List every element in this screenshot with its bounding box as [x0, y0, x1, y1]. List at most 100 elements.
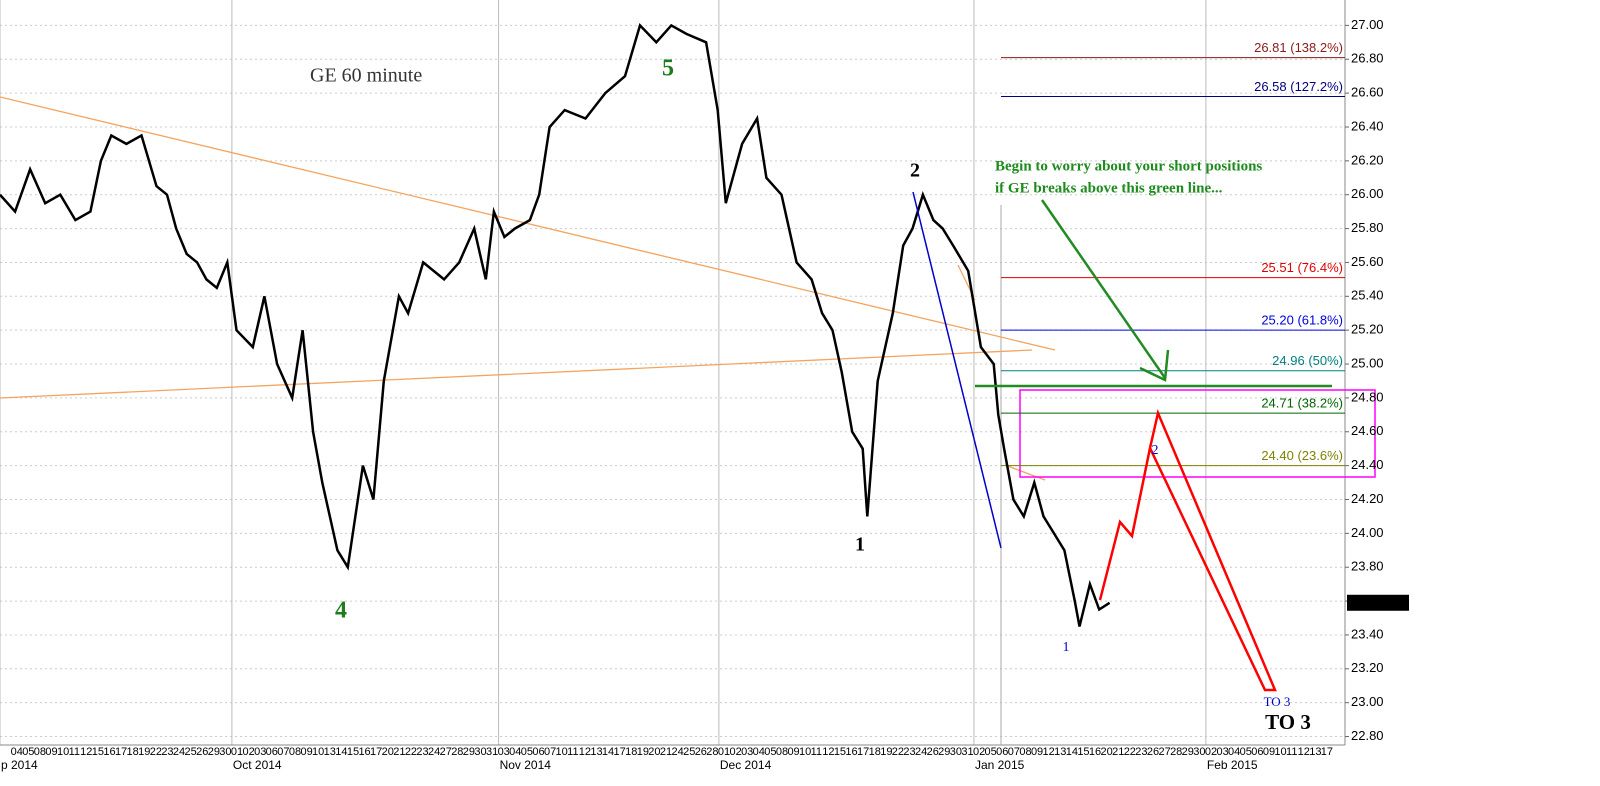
y-tick-label: 26.80 [1351, 51, 1384, 66]
chart-title: GE 60 minute [310, 65, 422, 87]
fib-label: 24.96 (50%) [1272, 353, 1343, 368]
day-label: 08 [34, 746, 46, 758]
projection [1098, 408, 1277, 692]
day-label: 05 [764, 746, 776, 758]
day-label: 11 [567, 746, 578, 758]
day-label: 26 [927, 746, 939, 758]
day-label: 20 [648, 746, 660, 758]
day-label: 12 [822, 746, 834, 758]
fib-label: 26.58 (127.2%) [1254, 79, 1343, 94]
day-label: 03 [498, 746, 510, 758]
day-label: 04 [753, 746, 765, 758]
day-label: 02 [1205, 746, 1217, 758]
day-label: 17 [857, 746, 869, 758]
day-label: 15 [1077, 746, 1089, 758]
day-label: 23 [161, 746, 173, 758]
note: Begin to worry about your short position… [995, 158, 1262, 174]
y-tick-label: 27.00 [1351, 17, 1384, 32]
target-zone [1019, 389, 1376, 478]
day-label: 03 [741, 746, 753, 758]
day-label: 24 [672, 746, 684, 758]
day-label: 04 [509, 746, 521, 758]
day-label: 08 [776, 746, 788, 758]
day-label: 30 [950, 746, 962, 758]
y-tick-label: 26.60 [1351, 85, 1384, 100]
trend-line [0, 96, 1056, 351]
day-label: 13 [590, 746, 602, 758]
y-tick-label: 26.40 [1351, 118, 1384, 133]
day-label: 29 [463, 746, 475, 758]
day-label: 18 [625, 746, 637, 758]
day-label: 02 [973, 746, 985, 758]
day-label: 26 [196, 746, 208, 758]
day-label: 09 [787, 746, 799, 758]
day-label: 14 [335, 746, 347, 758]
day-label: 05 [985, 746, 997, 758]
y-tick-label: 23.20 [1351, 660, 1384, 675]
y-tick-label: 24.00 [1351, 525, 1384, 540]
arrow [1040, 199, 1167, 379]
day-label: 16 [845, 746, 857, 758]
day-label: 27 [440, 746, 452, 758]
fib-label: 24.40 (23.6%) [1261, 448, 1343, 463]
day-label: 04 [1228, 746, 1240, 758]
day-label: 28 [1170, 746, 1182, 758]
day-label: 31 [486, 746, 498, 758]
day-label: 27 [1158, 746, 1170, 758]
day-label: 23 [903, 746, 915, 758]
day-label: 25 [683, 746, 695, 758]
day-label: 26 [1147, 746, 1159, 758]
price-line [0, 22, 1111, 627]
last-price-label: 23.59 [1351, 594, 1384, 609]
day-label: 10 [57, 746, 69, 758]
y-tick-label: 24.40 [1351, 457, 1384, 472]
wave-label: 4 [335, 598, 347, 624]
day-label: 02 [242, 746, 254, 758]
day-label: 16 [358, 746, 370, 758]
day-label: 14 [1066, 746, 1078, 758]
day-label: 13 [324, 746, 336, 758]
day-label: 08 [1019, 746, 1031, 758]
grid [0, 0, 1345, 745]
day-label: 30 [1193, 746, 1205, 758]
day-label: 13 [1054, 746, 1066, 758]
y-tick-label: 26.00 [1351, 186, 1384, 201]
day-label: 30 [474, 746, 486, 758]
day-label: 22 [1124, 746, 1136, 758]
target-label: TO 3 [1265, 710, 1311, 734]
day-label: 17 [1321, 746, 1333, 758]
day-label: 23 [416, 746, 428, 758]
y-tick-label: 24.80 [1351, 389, 1384, 404]
day-label: 09 [1263, 746, 1275, 758]
day-label: 21 [1112, 746, 1124, 758]
y-tick-label: 24.20 [1351, 491, 1384, 506]
day-label: 24 [915, 746, 927, 758]
day-label: 14 [602, 746, 614, 758]
y-tick-label: 25.00 [1351, 355, 1384, 370]
last-price-box [1347, 594, 1409, 611]
day-label: 30 [219, 746, 231, 758]
day-label: 22 [405, 746, 417, 758]
y-tick-label: 23.80 [1351, 559, 1384, 574]
day-label: 03 [1216, 746, 1228, 758]
day-label: 21 [660, 746, 672, 758]
day-label: 22 [150, 746, 162, 758]
x-tick-label: p 2014 [1, 758, 38, 772]
y-tick-label: 22.80 [1351, 728, 1384, 743]
day-label: 09 [45, 746, 57, 758]
day-label: 05 [1240, 746, 1252, 758]
day-label: 31 [961, 746, 973, 758]
day-label: 23 [1135, 746, 1147, 758]
day-label: 10 [1274, 746, 1286, 758]
day-label: 16 [103, 746, 115, 758]
day-label: 15 [834, 746, 846, 758]
day-label: 01 [718, 746, 730, 758]
day-label: 13 [1309, 746, 1321, 758]
day-label: 07 [1008, 746, 1020, 758]
day-label: 09 [300, 746, 312, 758]
wave-label: 1 [855, 534, 865, 556]
x-tick-label: Feb 2015 [1207, 758, 1258, 772]
day-label: 17 [115, 746, 127, 758]
day-label: 20 [1101, 746, 1113, 758]
price [0, 22, 1111, 627]
